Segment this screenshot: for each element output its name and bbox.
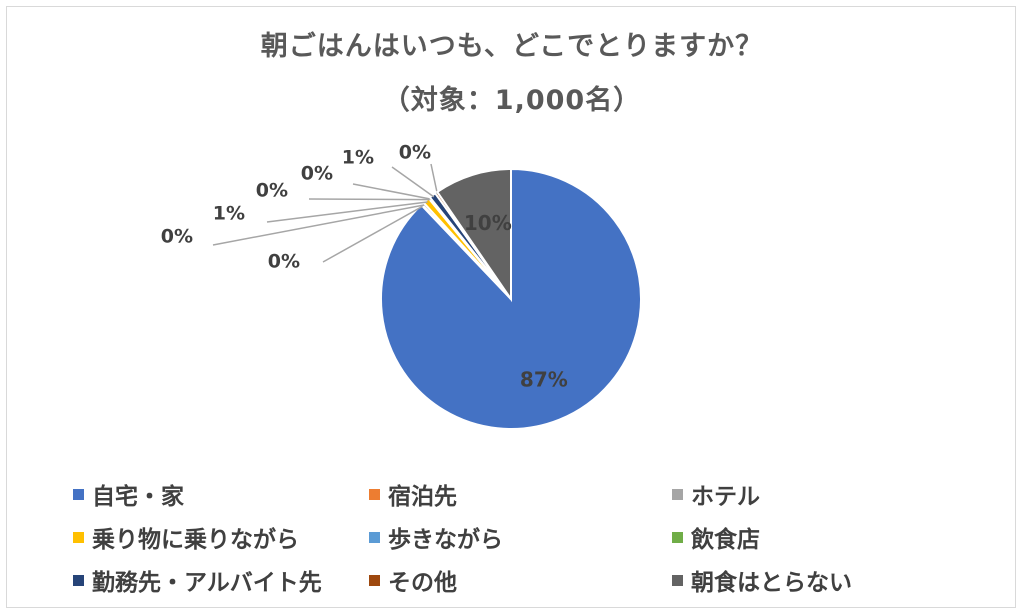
leader-line-4 [266, 201, 428, 223]
data-label-6: 0% [301, 163, 333, 185]
legend-item-1: 自宅・家 [73, 478, 184, 510]
legend-label: 宿泊先 [388, 484, 457, 510]
legend-label: 乗り物に乗りながら [92, 527, 299, 553]
data-label-9: 10% [464, 211, 512, 235]
data-label-7: 1% [342, 147, 374, 169]
legend-item-2: 宿泊先 [369, 478, 457, 510]
leader-line-5 [308, 198, 431, 201]
legend-label: ホテル [691, 484, 760, 510]
pie-slice-9 [435, 167, 512, 303]
legend-label: 勤務先・アルバイト先 [92, 570, 322, 596]
chart-title: 朝ごはんはいつも、どこでとりますか？ [260, 31, 764, 62]
legend-swatch [73, 531, 84, 543]
data-label-1: 87% [520, 368, 568, 392]
legend-swatch [73, 574, 84, 586]
legend-swatch [369, 488, 380, 500]
legend-label: 歩きながら [388, 527, 503, 553]
legend-item-7: 勤務先・アルバイト先 [73, 564, 322, 596]
legend-swatch [672, 574, 683, 586]
data-label-2: 0% [268, 251, 300, 273]
leader-line-7 [391, 166, 435, 198]
legend-swatch [369, 531, 380, 543]
legend-swatch [73, 488, 84, 500]
legend-item-3: ホテル [672, 478, 760, 510]
data-label-5: 0% [256, 180, 288, 202]
legend-label: 飲食店 [691, 527, 760, 553]
data-label-4: 1% [213, 203, 245, 225]
data-label-3: 0% [161, 226, 193, 248]
legend-item-5: 歩きながら [369, 521, 503, 553]
legend-item-8: その他 [369, 564, 457, 596]
leader-line-8 [430, 163, 439, 195]
legend-swatch [369, 574, 380, 586]
leader-line-3 [212, 204, 425, 246]
chart-subtitle: （対象：1,000名） [382, 85, 642, 116]
data-label-8: 0% [399, 142, 431, 164]
legend-item-4: 乗り物に乗りながら [73, 521, 299, 553]
leader-line-2 [322, 205, 424, 263]
leader-line-6 [352, 183, 432, 200]
legend-swatch [672, 488, 683, 500]
legend-label: 自宅・家 [92, 484, 184, 510]
legend-item-9: 朝食はとらない [672, 564, 852, 596]
legend-label: その他 [388, 570, 457, 596]
legend-item-6: 飲食店 [672, 521, 760, 553]
legend-swatch [672, 531, 683, 543]
legend-label: 朝食はとらない [691, 570, 852, 596]
